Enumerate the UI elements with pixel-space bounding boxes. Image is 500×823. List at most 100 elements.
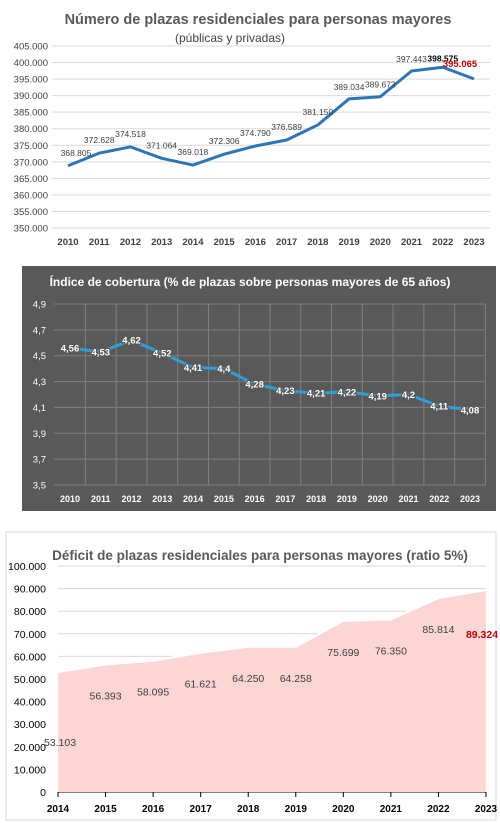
chart3-data-label: 56.393 [89,691,121,703]
chart1-xtick-label: 2022 [432,237,453,248]
chart1-data-label: 374.790 [240,128,271,138]
chart2-data-label: 4,56 [61,343,80,354]
chart1-xtick-label: 2023 [463,237,484,248]
chart1-ytick-label: 385.000 [14,108,48,119]
chart3-ytick-label: 100.000 [8,561,46,573]
chart2-ytick-label: 3,9 [33,429,46,440]
chart1-ytick-label: 360.000 [14,190,48,201]
chart3-ytick-label: 50.000 [14,674,46,686]
chart2-data-label: 4,53 [92,347,111,358]
chart2-data-label: 4,08 [461,406,480,417]
chart3-ytick-label: 40.000 [14,697,46,709]
chart1-ytick-label: 390.000 [14,91,48,102]
chart1-xtick-label: 2019 [339,237,360,248]
chart3-xtick-label: 2023 [475,804,498,815]
chart3-ytick-label: 80.000 [14,606,46,618]
chart3-data-label: 89.324 [466,629,498,641]
chart1-xtick-label: 2011 [89,237,110,248]
chart2-data-label: 4,2 [402,390,415,401]
chart2-xtick-label: 2011 [91,494,111,504]
chart2-xtick-label: 2021 [398,494,418,504]
chart1-series-line [67,65,475,168]
chart2-data-label: 4,19 [368,391,387,402]
chart2-xtick-label: 2022 [429,494,449,504]
chart1-ytick-label: 400.000 [14,58,48,69]
chart1-ytick-label: 370.000 [14,157,48,168]
chart-indice-cobertura: Índice de cobertura (% de plazas sobre p… [22,266,496,511]
chart1-data-label: 374.518 [115,129,146,139]
chart2-data-label: 4,11 [430,402,449,413]
chart2-xtick-label: 2019 [337,494,357,504]
chart3-data-label: 85.814 [422,624,454,636]
chart1-xtick-label: 2018 [307,237,328,248]
chart1-xtick-label: 2021 [401,237,423,248]
chart3-xtick-label: 2018 [237,804,260,815]
chart3-ytick-label: 70.000 [14,629,46,641]
chart3-data-label: 64.258 [280,673,312,685]
chart1-data-label: 376.589 [271,122,302,132]
chart1-xtick-label: 2010 [57,237,78,248]
chart2-data-label: 4,52 [153,349,172,360]
chart1-data-label: 372.306 [209,136,240,146]
chart1-ytick-label: 355.000 [14,207,48,218]
chart3-xtick-label: 2020 [332,804,355,815]
chart2-xtick-label: 2018 [306,494,326,504]
chart-deficit-plazas: Déficit de plazas residenciales para per… [5,531,498,821]
chart2-data-label: 4,28 [245,380,264,391]
chart2-title: Índice de cobertura (% de plazas sobre p… [50,274,451,289]
chart3-series-area [58,590,486,792]
chart2-xtick-label: 2010 [60,494,80,504]
chart3-xtick-label: 2016 [142,804,165,815]
chart1-data-label: 372.628 [84,135,115,145]
chart2-ytick-label: 3,7 [33,455,46,466]
chart1-xtick-label: 2020 [370,237,391,248]
chart3-data-label: 61.621 [185,679,217,691]
chart3-title: Déficit de plazas residenciales para per… [52,548,468,563]
chart2-data-label: 4,41 [184,363,203,374]
chart1-xtick-label: 2017 [276,237,297,248]
chart2-data-label: 4,22 [338,387,357,398]
chart1-xtick-label: 2016 [245,237,266,248]
chart3-data-label: 64.250 [232,673,264,685]
chart1-xtick-label: 2014 [182,237,204,248]
chart1-data-label: 371.064 [146,140,177,150]
chart2-xtick-label: 2015 [214,494,234,504]
chart2-data-label: 4,4 [217,364,231,375]
chart1-title: Número de plazas residenciales para pers… [65,12,452,28]
chart2-xtick-label: 2013 [152,494,172,504]
chart1-data-label: 395.065 [443,59,478,70]
chart1-ytick-label: 375.000 [14,141,48,152]
chart3-frame [5,531,497,821]
chart3-data-label: 75.699 [327,647,359,659]
chart2-xtick-label: 2023 [460,494,480,504]
chart1-data-label: 381.150 [302,107,333,117]
chart1-xtick-label: 2012 [120,237,141,248]
chart2-ytick-label: 3,5 [33,481,46,492]
chart1-data-label: 397.443 [396,54,427,64]
chart1-ytick-label: 405.000 [14,42,48,53]
chart2-xtick-label: 2020 [368,494,388,504]
chart2-ytick-label: 4,5 [33,351,46,362]
chart3-ytick-label: 30.000 [14,719,46,731]
chart3-ytick-label: 0 [40,787,46,799]
chart3-xtick-label: 2021 [380,804,403,815]
chart3-series-edge [57,589,487,673]
chart1-data-label: 369.018 [178,147,209,157]
chart2-xtick-label: 2012 [122,494,142,504]
chart3-ytick-label: 10.000 [14,764,46,776]
chart3-data-label: 53.103 [44,737,76,749]
chart3-ytick-label: 90.000 [14,584,46,596]
chart2-xtick-label: 2017 [275,494,295,504]
chart2-ytick-label: 4,7 [33,325,46,336]
chart1-data-label: 389.673 [365,80,396,90]
chart3-ytick-label: 60.000 [14,651,46,663]
chart1-data-label: 398.575 [427,53,458,63]
chart2-ytick-label: 4,3 [33,377,46,388]
chart2-xtick-label: 2014 [183,494,203,504]
chart2-background [22,266,496,511]
chart2-data-label: 4,62 [122,336,141,347]
chart1-ytick-label: 365.000 [14,174,48,185]
chart1-ytick-label: 395.000 [14,75,48,86]
chart1-ytick-label: 350.000 [14,224,48,235]
chart2-data-label: 4,21 [307,389,326,400]
